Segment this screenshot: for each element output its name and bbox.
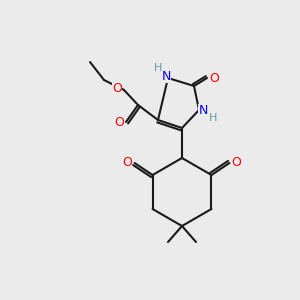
Text: O: O [232,157,242,169]
Text: N: N [161,70,171,83]
Text: O: O [209,71,219,85]
Text: O: O [123,157,133,169]
Text: N: N [198,103,208,116]
Text: H: H [154,63,162,73]
Text: H: H [209,113,217,123]
Text: O: O [112,82,122,94]
Text: O: O [114,116,124,128]
